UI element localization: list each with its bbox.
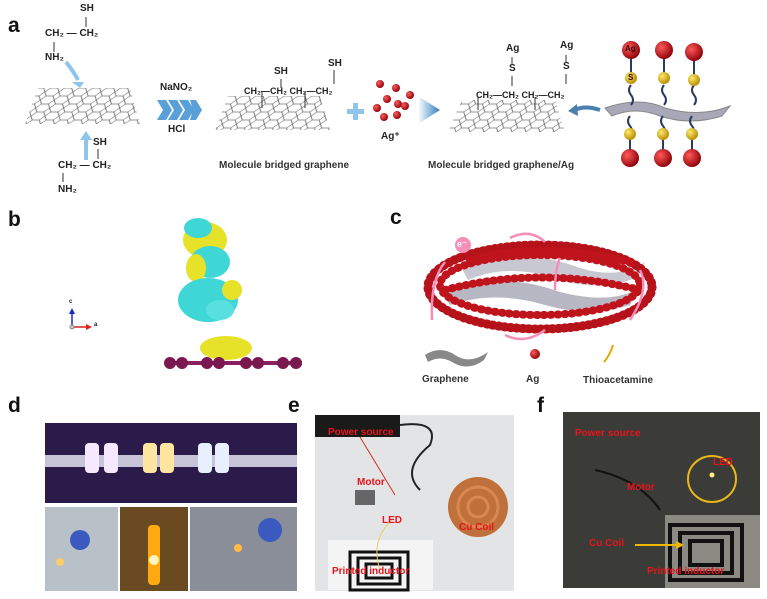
thiol-label: SH (80, 3, 94, 14)
thiol-label: SH (274, 66, 288, 77)
thiol-label: SH (328, 58, 342, 69)
arrow-right-icon (418, 96, 440, 124)
panel-label-b: b (8, 208, 21, 231)
flexible-led-photo (190, 507, 297, 591)
annotation-printed-inductor: Printed inductor (647, 566, 725, 577)
thiol-label: SH (93, 137, 107, 148)
panel-label-a: a (8, 14, 20, 37)
bridge-chain-label: CH₂—CH₂ CH₂—CH₂ (244, 86, 333, 96)
led-highlight-circle (687, 455, 737, 503)
plus-icon (347, 103, 364, 120)
silver-label: Ag (506, 43, 520, 54)
bridge-chain-label: CH₂—CH₂ CH₂—CH₂ (476, 90, 565, 100)
panel-label-f: f (537, 394, 544, 417)
annotation-cu-coil: Cu Coil (459, 522, 494, 533)
graphene-sheet (215, 96, 330, 130)
annotation-led: LED (713, 457, 733, 468)
amine-label: NH₂ (58, 184, 77, 195)
s-ball-label: S (628, 73, 634, 82)
graphene-sheet (448, 100, 565, 132)
carbon-atom-chain (164, 357, 302, 369)
reagent-hcl: HCl (168, 124, 186, 135)
charge-density-isosurface (178, 218, 252, 360)
caption-molecule-bridged-graphene: Molecule bridged graphene (219, 160, 350, 171)
panel-label-d: d (8, 394, 21, 417)
flexible-led-photo (120, 507, 188, 591)
annotation-motor: Motor (357, 477, 385, 488)
led-strip-photo (45, 423, 297, 503)
legend-ag-icon (530, 349, 540, 359)
reagent-nano2: NaNO₂ (160, 82, 193, 93)
annotation-power-source: Power source (575, 428, 641, 439)
silver-ion-label: Ag⁺ (381, 131, 400, 142)
caption-molecule-bridged-graphene-ag: Molecule bridged graphene/Ag (428, 160, 575, 171)
legend-ag-label: Ag (526, 374, 540, 385)
ethylene-chain-label: CH₂ — CH₂ (58, 160, 112, 171)
axis-a-label: a (94, 322, 98, 328)
chevron-arrows-icon (157, 100, 202, 120)
amine-label: NH₂ (45, 52, 64, 63)
silver-ions (373, 80, 414, 121)
wireless-circuit-photo-light (315, 415, 514, 592)
graphene-ag-schematic (604, 41, 732, 167)
sulfur-label: S (563, 61, 570, 72)
graphene-sheet (25, 88, 140, 124)
panel-label-e: e (288, 394, 300, 417)
legend-graphene-label: Graphene (422, 374, 469, 385)
sulfur-label: S (509, 63, 516, 74)
ethylene-chain-label: CH₂ — CH₂ (45, 28, 99, 39)
legend-thioacetamine-label: Thioacetamine (583, 375, 654, 386)
annotation-power-source: Power source (328, 427, 394, 438)
silver-label: Ag (560, 40, 574, 51)
arrow-down-icon (64, 60, 80, 81)
legend-graphene-icon (425, 350, 488, 367)
axis-c-label: c (69, 299, 73, 305)
graphene-ag-network (423, 232, 657, 341)
annotation-led: LED (382, 515, 402, 526)
arrow-left-icon (574, 105, 601, 112)
annotation-cu-coil: Cu Coil (589, 538, 624, 549)
annotation-printed-inductor: Printed inductor (332, 566, 410, 577)
legend-thioacetamine-icon (603, 344, 614, 363)
annotation-motor: Motor (627, 482, 655, 493)
axis-indicator (69, 308, 92, 330)
ag-ball-label: Ag (625, 44, 636, 53)
wireless-circuit-photo-dark (563, 412, 760, 588)
panel-label-c: c (390, 206, 402, 229)
electron-label: e⁻ (457, 239, 467, 249)
flexible-led-photo (45, 507, 118, 591)
